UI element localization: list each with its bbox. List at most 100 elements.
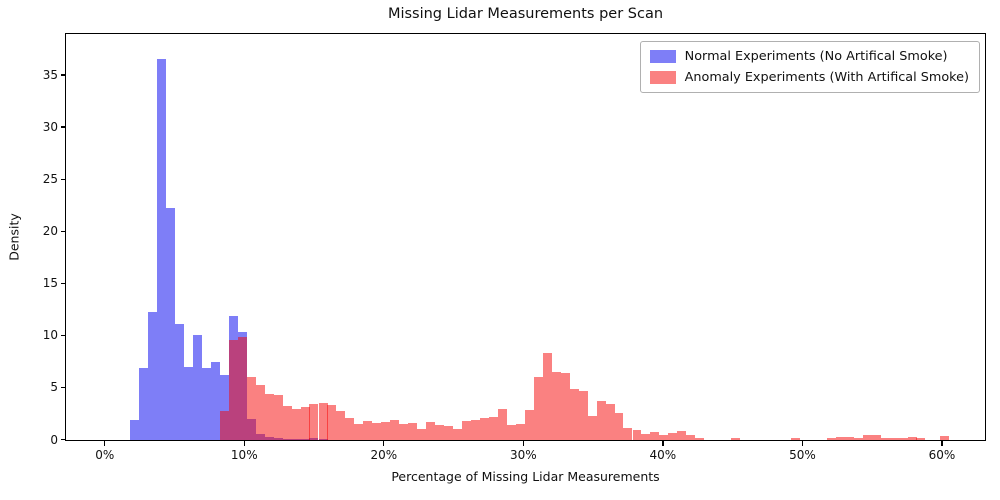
- histogram-bar: [462, 420, 471, 440]
- histogram-bar: [596, 401, 606, 440]
- histogram-bar: [174, 324, 184, 440]
- histogram-bar: [444, 426, 454, 440]
- x-tick-label: 60%: [928, 448, 956, 462]
- y-tick-mark: [60, 334, 65, 337]
- histogram-bar: [587, 416, 597, 440]
- y-tick-mark: [60, 438, 65, 441]
- y-tick-label: 0: [50, 432, 58, 447]
- x-tick-label: 10%: [230, 448, 258, 462]
- histogram-bar: [219, 410, 229, 440]
- y-tick-label: 20: [42, 224, 58, 239]
- y-tick-mark: [60, 386, 65, 389]
- histogram-bar: [862, 434, 872, 440]
- histogram-bar: [255, 384, 265, 440]
- histogram-bar: [363, 421, 373, 440]
- histogram-bar: [264, 394, 274, 440]
- x-tick-label: 30%: [509, 448, 537, 462]
- histogram-bar: [623, 427, 633, 440]
- histogram-bar: [166, 207, 175, 440]
- x-tick-mark: [662, 441, 664, 446]
- legend-swatch-anomaly-icon: [649, 71, 676, 84]
- histogram-bar: [300, 406, 310, 440]
- y-tick-label: 25: [42, 172, 58, 187]
- histogram-bar: [889, 437, 899, 440]
- legend: Normal Experiments (No Artifical Smoke) …: [639, 41, 980, 93]
- x-axis-label: Percentage of Missing Lidar Measurements: [391, 469, 660, 484]
- histogram-bar: [871, 435, 881, 440]
- histogram-bar: [201, 368, 211, 440]
- y-tick-mark: [60, 178, 65, 180]
- histogram-bar: [130, 420, 140, 440]
- histogram-bar: [336, 410, 346, 440]
- histogram-bar: [228, 340, 238, 440]
- histogram-bar: [506, 424, 516, 440]
- histogram-bar: [853, 438, 863, 440]
- x-tick-mark: [243, 441, 245, 446]
- histogram-bar: [632, 430, 642, 440]
- y-tick-label: 15: [42, 276, 58, 291]
- y-tick-mark: [60, 126, 65, 128]
- legend-label-anomaly: Anomaly Experiments (With Artifical Smok…: [684, 70, 969, 85]
- histogram-bar: [318, 402, 328, 440]
- y-tick-mark: [60, 282, 65, 285]
- histogram-bar: [246, 376, 256, 440]
- x-tick-mark: [801, 441, 804, 446]
- histogram-bar: [605, 403, 615, 440]
- series-layer-1: [66, 34, 985, 440]
- histogram-bar: [940, 436, 950, 440]
- y-tick-label: 5: [50, 380, 58, 395]
- histogram-bar: [453, 429, 463, 440]
- histogram-bar: [435, 425, 445, 440]
- histogram-bar: [480, 418, 489, 440]
- histogram-bar: [148, 311, 157, 440]
- histogram-bar: [417, 428, 427, 440]
- histogram-bar: [157, 58, 167, 440]
- histogram-bar: [907, 436, 917, 440]
- histogram-bar: [210, 361, 220, 440]
- histogram-bar: [471, 420, 481, 440]
- histogram-bar: [309, 403, 319, 440]
- histogram-bar: [399, 424, 409, 440]
- histogram-bar: [390, 420, 400, 440]
- histogram-bar: [677, 430, 687, 440]
- histogram-bar: [282, 405, 292, 440]
- histogram-bar: [614, 412, 624, 440]
- x-tick-label: 20%: [370, 448, 398, 462]
- histogram-bar: [560, 373, 570, 440]
- chart-title: Missing Lidar Measurements per Scan: [387, 6, 664, 22]
- histogram-bar: [641, 433, 651, 440]
- histogram-bar: [219, 375, 229, 440]
- histogram-bar: [835, 436, 845, 440]
- histogram-bar: [916, 438, 926, 440]
- histogram-bar: [408, 423, 418, 440]
- histogram-bar: [327, 404, 337, 440]
- histogram-bar: [291, 408, 301, 440]
- histogram-bar: [659, 434, 669, 440]
- histogram-bar: [880, 438, 890, 440]
- histogram-bar: [183, 367, 193, 440]
- histogram-bar: [139, 368, 149, 440]
- x-tick-label: 40%: [649, 448, 677, 462]
- histogram-bar: [497, 409, 507, 440]
- y-tick-label: 10: [42, 328, 58, 343]
- x-tick-label: 50%: [789, 448, 816, 462]
- x-tick-label: 0%: [95, 448, 115, 462]
- histogram-bar: [354, 424, 364, 440]
- x-tick-mark: [383, 441, 385, 446]
- histogram-bar: [650, 431, 660, 440]
- histogram-bar: [488, 417, 498, 440]
- histogram-bar: [731, 438, 741, 440]
- histogram-bar: [426, 422, 436, 440]
- histogram-bar: [372, 423, 382, 440]
- legend-swatch-normal-icon: [649, 50, 676, 63]
- histogram-bar: [826, 438, 836, 440]
- y-tick-mark: [60, 230, 65, 232]
- y-tick-label: 30: [42, 120, 58, 135]
- histogram-bar: [515, 424, 525, 440]
- histogram-bar: [345, 418, 355, 440]
- histogram-bar: [578, 391, 588, 440]
- histogram-bar: [668, 432, 678, 440]
- histogram-bar: [542, 353, 552, 440]
- y-tick-mark: [60, 74, 65, 76]
- x-tick-mark: [941, 441, 943, 446]
